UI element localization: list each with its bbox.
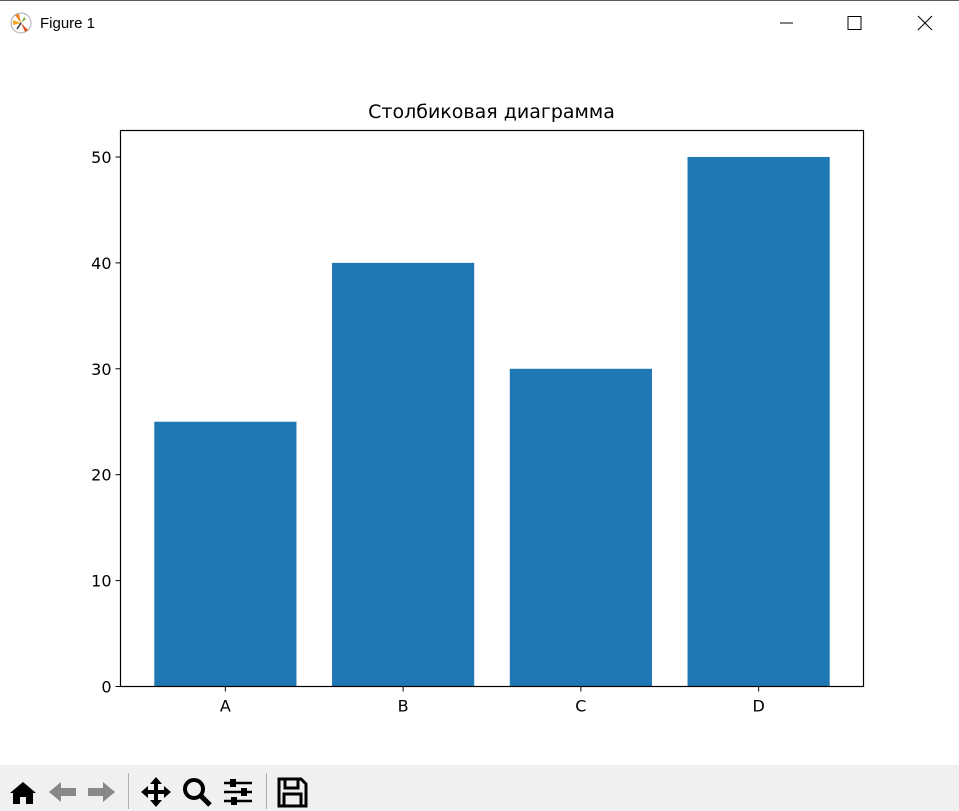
home-icon[interactable] xyxy=(6,775,40,809)
save-icon[interactable] xyxy=(275,775,309,809)
bar-A xyxy=(154,421,297,687)
chart-title: Столбиковая диаграмма xyxy=(368,101,615,123)
y-tick-label: 50 xyxy=(91,148,111,167)
x-tick-label: C xyxy=(575,697,586,716)
axes-frame xyxy=(119,129,865,688)
y-tick-label: 20 xyxy=(91,466,111,485)
navigation-toolbar xyxy=(0,765,959,811)
maximize-icon[interactable] xyxy=(834,9,874,37)
window-title: Figure 1 xyxy=(40,15,96,32)
y-tick-label: 30 xyxy=(91,360,111,379)
y-tick-label: 10 xyxy=(91,572,111,591)
y-tick-label: 40 xyxy=(91,254,111,273)
y-tick-label: 0 xyxy=(101,678,111,697)
bar-D xyxy=(687,156,830,687)
bar-chart: Столбиковая диаграмма 0 10 20 30 40 50 A B C D xyxy=(91,101,865,716)
pan-icon[interactable] xyxy=(139,775,173,809)
toolbar-separator xyxy=(266,773,267,809)
forward-icon[interactable] xyxy=(84,775,118,809)
zoom-icon[interactable] xyxy=(180,775,214,809)
minimize-icon[interactable] xyxy=(766,9,806,37)
bar-C xyxy=(509,368,652,687)
bar-B xyxy=(332,262,475,687)
window-border xyxy=(0,0,959,1)
toolbar-separator xyxy=(128,773,129,809)
back-icon[interactable] xyxy=(46,775,80,809)
x-tick-label: D xyxy=(752,697,764,716)
matplotlib-icon xyxy=(10,12,32,34)
title-bar: Figure 1 xyxy=(0,1,959,45)
close-icon[interactable] xyxy=(905,9,945,37)
configure-subplots-icon[interactable] xyxy=(221,775,255,809)
x-tick-label: B xyxy=(398,697,409,716)
x-tick-label: A xyxy=(220,697,231,716)
